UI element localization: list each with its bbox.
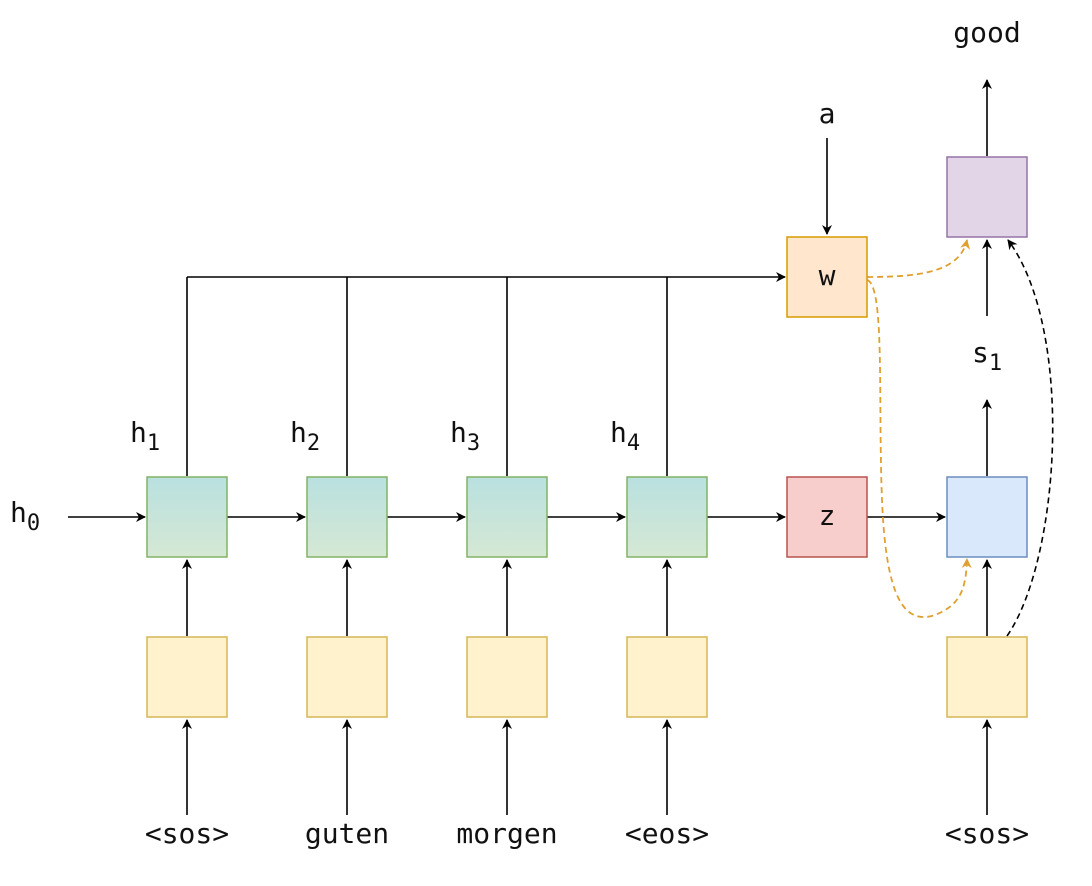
source-token-3: morgen — [456, 817, 557, 850]
embedding-box-4 — [627, 637, 707, 717]
attention-flows — [867, 240, 967, 617]
dashed-arrow-embedding-to-output — [1007, 240, 1053, 636]
label-w: w — [819, 259, 836, 292]
source-token-2: guten — [305, 817, 389, 850]
source-token-4: <eos> — [625, 817, 709, 850]
label-output-token: good — [953, 16, 1020, 49]
encoder-cell-3 — [467, 477, 547, 557]
label-z: z — [819, 499, 836, 532]
label-h0: h0 — [10, 496, 40, 536]
embedding-box-decoder — [947, 637, 1027, 717]
encoder-cell-2 — [307, 477, 387, 557]
labels: h0 h1 h2 h3 h4 s1 a w z good <sos> guten… — [10, 16, 1029, 850]
output-layer-box — [947, 157, 1027, 237]
label-h3: h3 — [450, 416, 480, 456]
label-s1: s1 — [972, 336, 1002, 376]
decoder-cell — [947, 477, 1027, 557]
attention-to-decoder-flow — [867, 280, 967, 617]
embedding-box-3 — [467, 637, 547, 717]
label-h1: h1 — [130, 416, 160, 456]
embedding-box-2 — [307, 637, 387, 717]
target-token: <sos> — [945, 817, 1029, 850]
source-token-1: <sos> — [145, 817, 229, 850]
label-h4: h4 — [610, 416, 640, 456]
embedding-box-1 — [147, 637, 227, 717]
encoder-cell-1 — [147, 477, 227, 557]
encoder-cell-4 — [627, 477, 707, 557]
label-a: a — [819, 97, 836, 130]
embedding-layers — [147, 637, 1027, 717]
label-h2: h2 — [290, 416, 320, 456]
attention-to-output-flow — [867, 240, 967, 277]
